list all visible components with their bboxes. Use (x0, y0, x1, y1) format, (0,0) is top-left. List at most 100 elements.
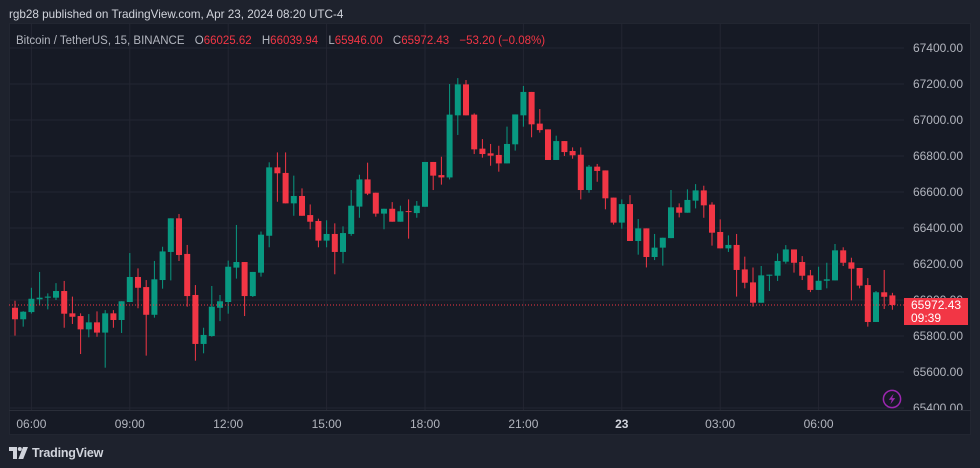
lightning-icon-glyph (882, 389, 902, 409)
candle-body (848, 262, 855, 269)
high-label: H (261, 35, 271, 47)
candle-body (348, 205, 355, 234)
candle-body (700, 190, 707, 206)
candle-up (53, 283, 59, 301)
candle-down (864, 278, 871, 327)
candle-body (290, 195, 297, 204)
candle-body (20, 311, 27, 320)
candle-body (438, 175, 445, 178)
candle-body (274, 167, 281, 174)
candle-body (840, 250, 847, 263)
candle-up (520, 86, 527, 127)
candle-down (405, 199, 412, 239)
time-scale[interactable]: 06:00 09:00 12:00 15:00 18:00 21:00 23 03:00 06:… (9, 410, 971, 435)
candle-up (413, 201, 420, 218)
candle-body (397, 211, 404, 222)
candle-down (307, 204, 314, 230)
candle-body (717, 231, 724, 249)
candle-body (102, 313, 109, 333)
candle-up (381, 208, 387, 230)
candles (12, 78, 896, 368)
candle-body (791, 249, 797, 263)
tradingview-logo-link[interactable]: TradingView (9, 445, 103, 461)
candle-down (627, 195, 633, 241)
candle-body (495, 154, 502, 164)
candle-body (741, 269, 748, 283)
candle-body (692, 190, 699, 201)
chart-legend: Bitcoin / TetherUS, 15, BINANCE O66025.6… (16, 34, 545, 48)
symbol-title[interactable]: Bitcoin / TetherUS, 15, BINANCE (16, 35, 185, 47)
candle-down (274, 152, 281, 202)
candle-body (487, 153, 494, 156)
candle-up (167, 218, 174, 281)
candle-body (323, 233, 330, 241)
candle-body (684, 199, 691, 213)
ohlc-open: O66025.62 (195, 35, 252, 47)
candle-up (668, 190, 674, 239)
price-tick-label: 66200.00 (912, 257, 963, 272)
candle-body (536, 123, 543, 131)
candle-down (807, 269, 814, 293)
candle-body (463, 84, 469, 116)
candle-down (799, 256, 806, 281)
ohlc-high: H66039.94 (262, 35, 318, 47)
candle-up (684, 189, 691, 213)
candle-up (586, 165, 592, 193)
candle-body (881, 292, 888, 297)
candle-down (192, 285, 199, 361)
candle-body (889, 295, 896, 305)
candle-body (725, 244, 732, 249)
candle-body (766, 274, 773, 276)
candle-down (315, 218, 322, 248)
candle-up (766, 274, 773, 292)
candle-down (676, 203, 683, 218)
candle-down (438, 156, 445, 185)
candle-down (282, 152, 289, 204)
candle-down (372, 192, 379, 217)
open-label: O (194, 35, 204, 47)
candle-down (545, 129, 551, 160)
candle-down (69, 296, 76, 324)
candle-up (635, 219, 642, 255)
candle-up (553, 135, 560, 160)
high-value: 66039.94 (270, 35, 319, 47)
candle-down (135, 268, 141, 309)
candle-down (184, 244, 191, 307)
candle-body (266, 167, 273, 236)
candle-body (200, 334, 207, 344)
candle-body (315, 221, 322, 241)
candle-body (586, 166, 592, 191)
candle-up (815, 266, 822, 290)
candle-body (69, 313, 76, 317)
candle-up (323, 220, 330, 248)
candle-body (94, 322, 100, 333)
candle-down (561, 141, 568, 157)
price-tick-label: 66800.00 (912, 149, 963, 164)
price-tick-label: 65800.00 (912, 329, 963, 344)
candle-body (258, 234, 264, 273)
candle-up (217, 294, 223, 322)
candle-up (725, 235, 732, 252)
candle-body (774, 260, 781, 276)
current-price-label: 65972.43 09:39 (904, 297, 968, 325)
candle-body (815, 280, 822, 290)
candle-up (659, 237, 666, 266)
candle-body (159, 251, 166, 281)
candle-body (627, 204, 633, 241)
time-tick-label: 03:00 (705, 417, 736, 431)
price-tick-label: 67400.00 (912, 41, 963, 56)
candle-body (873, 292, 879, 322)
lightning-icon[interactable] (882, 389, 902, 409)
candle-body (553, 141, 560, 160)
chart-pane[interactable] (9, 23, 904, 410)
candle-body (241, 262, 248, 297)
candle-up (832, 244, 838, 281)
low-value: 65946.00 (334, 35, 383, 47)
candle-up (504, 126, 510, 164)
ohlc-close: C65972.43 (393, 35, 449, 47)
candle-up (36, 271, 43, 306)
candle-body (446, 114, 453, 178)
candle-body (856, 267, 863, 286)
candle-up (782, 245, 789, 264)
price-scale[interactable]: 67400.00 67200.00 67000.00 66800.00 66600.00… (904, 23, 971, 410)
